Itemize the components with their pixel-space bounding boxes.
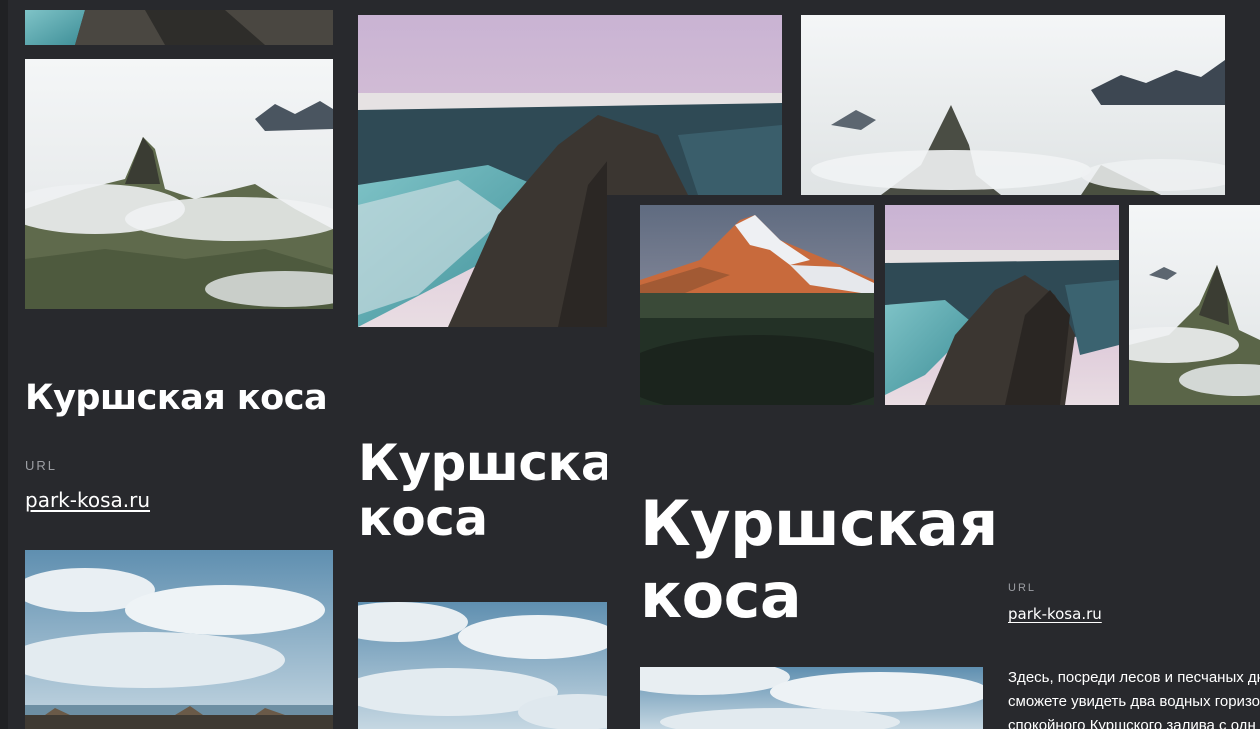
sky-photo: [358, 602, 607, 729]
mountain-fog-photo-small: [1129, 205, 1260, 405]
sky-photo-large: [640, 667, 983, 729]
mountain-fog-photo: [25, 59, 333, 309]
park-url-link[interactable]: park-kosa.ru: [25, 488, 151, 512]
beach-photo: [25, 550, 333, 729]
page-panel-wide-back: [607, 0, 1260, 200]
title-line-2-large: коса: [640, 559, 802, 632]
park-title-medium: Куршская коса: [358, 436, 607, 546]
url-label-large: URL: [1008, 582, 1037, 594]
title-line-1: Куршская: [358, 434, 607, 492]
park-url-link-large[interactable]: park-kosa.ru: [1008, 605, 1102, 623]
url-label: URL: [25, 458, 58, 473]
description: Здесь, посреди лесов и песчаных дю сможе…: [1008, 669, 1260, 729]
park-title: Куршская коса: [25, 378, 328, 418]
park-title-large: Куршская коса: [640, 488, 998, 632]
coastal-cliff-photo-small: [885, 205, 1119, 405]
page-panel-medium: Куршская коса: [333, 0, 607, 729]
description-line-3: спокойного Куршского залива с одн: [1008, 717, 1256, 729]
page-panel-narrow: Куршская коса URL park-kosa.ru: [0, 0, 333, 729]
page-edge: [0, 0, 8, 729]
title-line-1-large: Куршская: [640, 487, 998, 560]
mountain-fog-photo-wide: [801, 15, 1225, 195]
title-line-2: коса: [358, 489, 488, 547]
coastal-cliff-photo-wide: [607, 15, 782, 200]
coastal-cliff-photo-large: [358, 15, 607, 327]
volcano-photo: [640, 205, 874, 405]
page-panel-wide: Куршская коса URL park-kosa.ru Здесь, по…: [607, 195, 1260, 729]
coast-photo-top: [25, 10, 333, 45]
description-line-2: сможете увидеть два водных горизо: [1008, 693, 1260, 710]
description-line-1: Здесь, посреди лесов и песчаных дю: [1008, 669, 1260, 686]
